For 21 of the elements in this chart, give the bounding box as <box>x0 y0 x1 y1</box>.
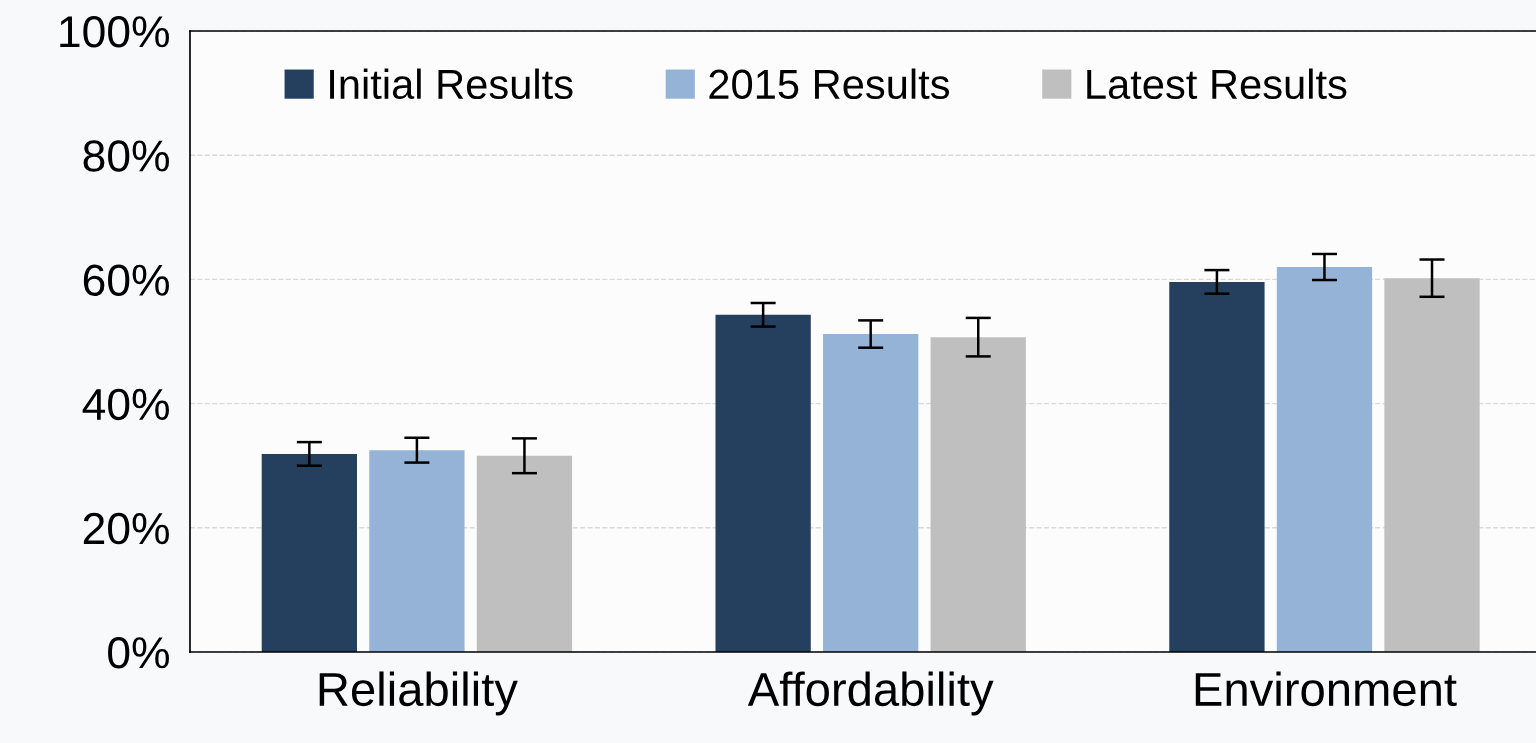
legend-label: Latest Results <box>1087 68 1347 100</box>
bar <box>369 450 465 652</box>
y-tick-label: 20% <box>83 512 169 545</box>
bar <box>930 337 1026 652</box>
bar <box>1276 266 1373 652</box>
legend-label: Initial Results <box>330 68 573 100</box>
bar <box>476 455 573 652</box>
y-tick-label: 100% <box>60 16 169 48</box>
bar <box>1384 278 1480 652</box>
bar <box>1169 281 1265 652</box>
x-tick-label: Affordability <box>747 671 994 716</box>
y-tick-label: 80% <box>83 140 169 172</box>
bar <box>715 314 811 652</box>
x-tick-label: Reliability <box>319 671 518 716</box>
bar <box>823 334 919 652</box>
bar <box>261 453 357 652</box>
x-tick-label: Environment <box>1195 671 1457 707</box>
y-tick-label: 0% <box>108 637 169 669</box>
legend-label: 2015 Results <box>709 68 950 100</box>
y-tick-label: 40% <box>82 388 169 421</box>
y-tick-label: 60% <box>83 264 169 296</box>
